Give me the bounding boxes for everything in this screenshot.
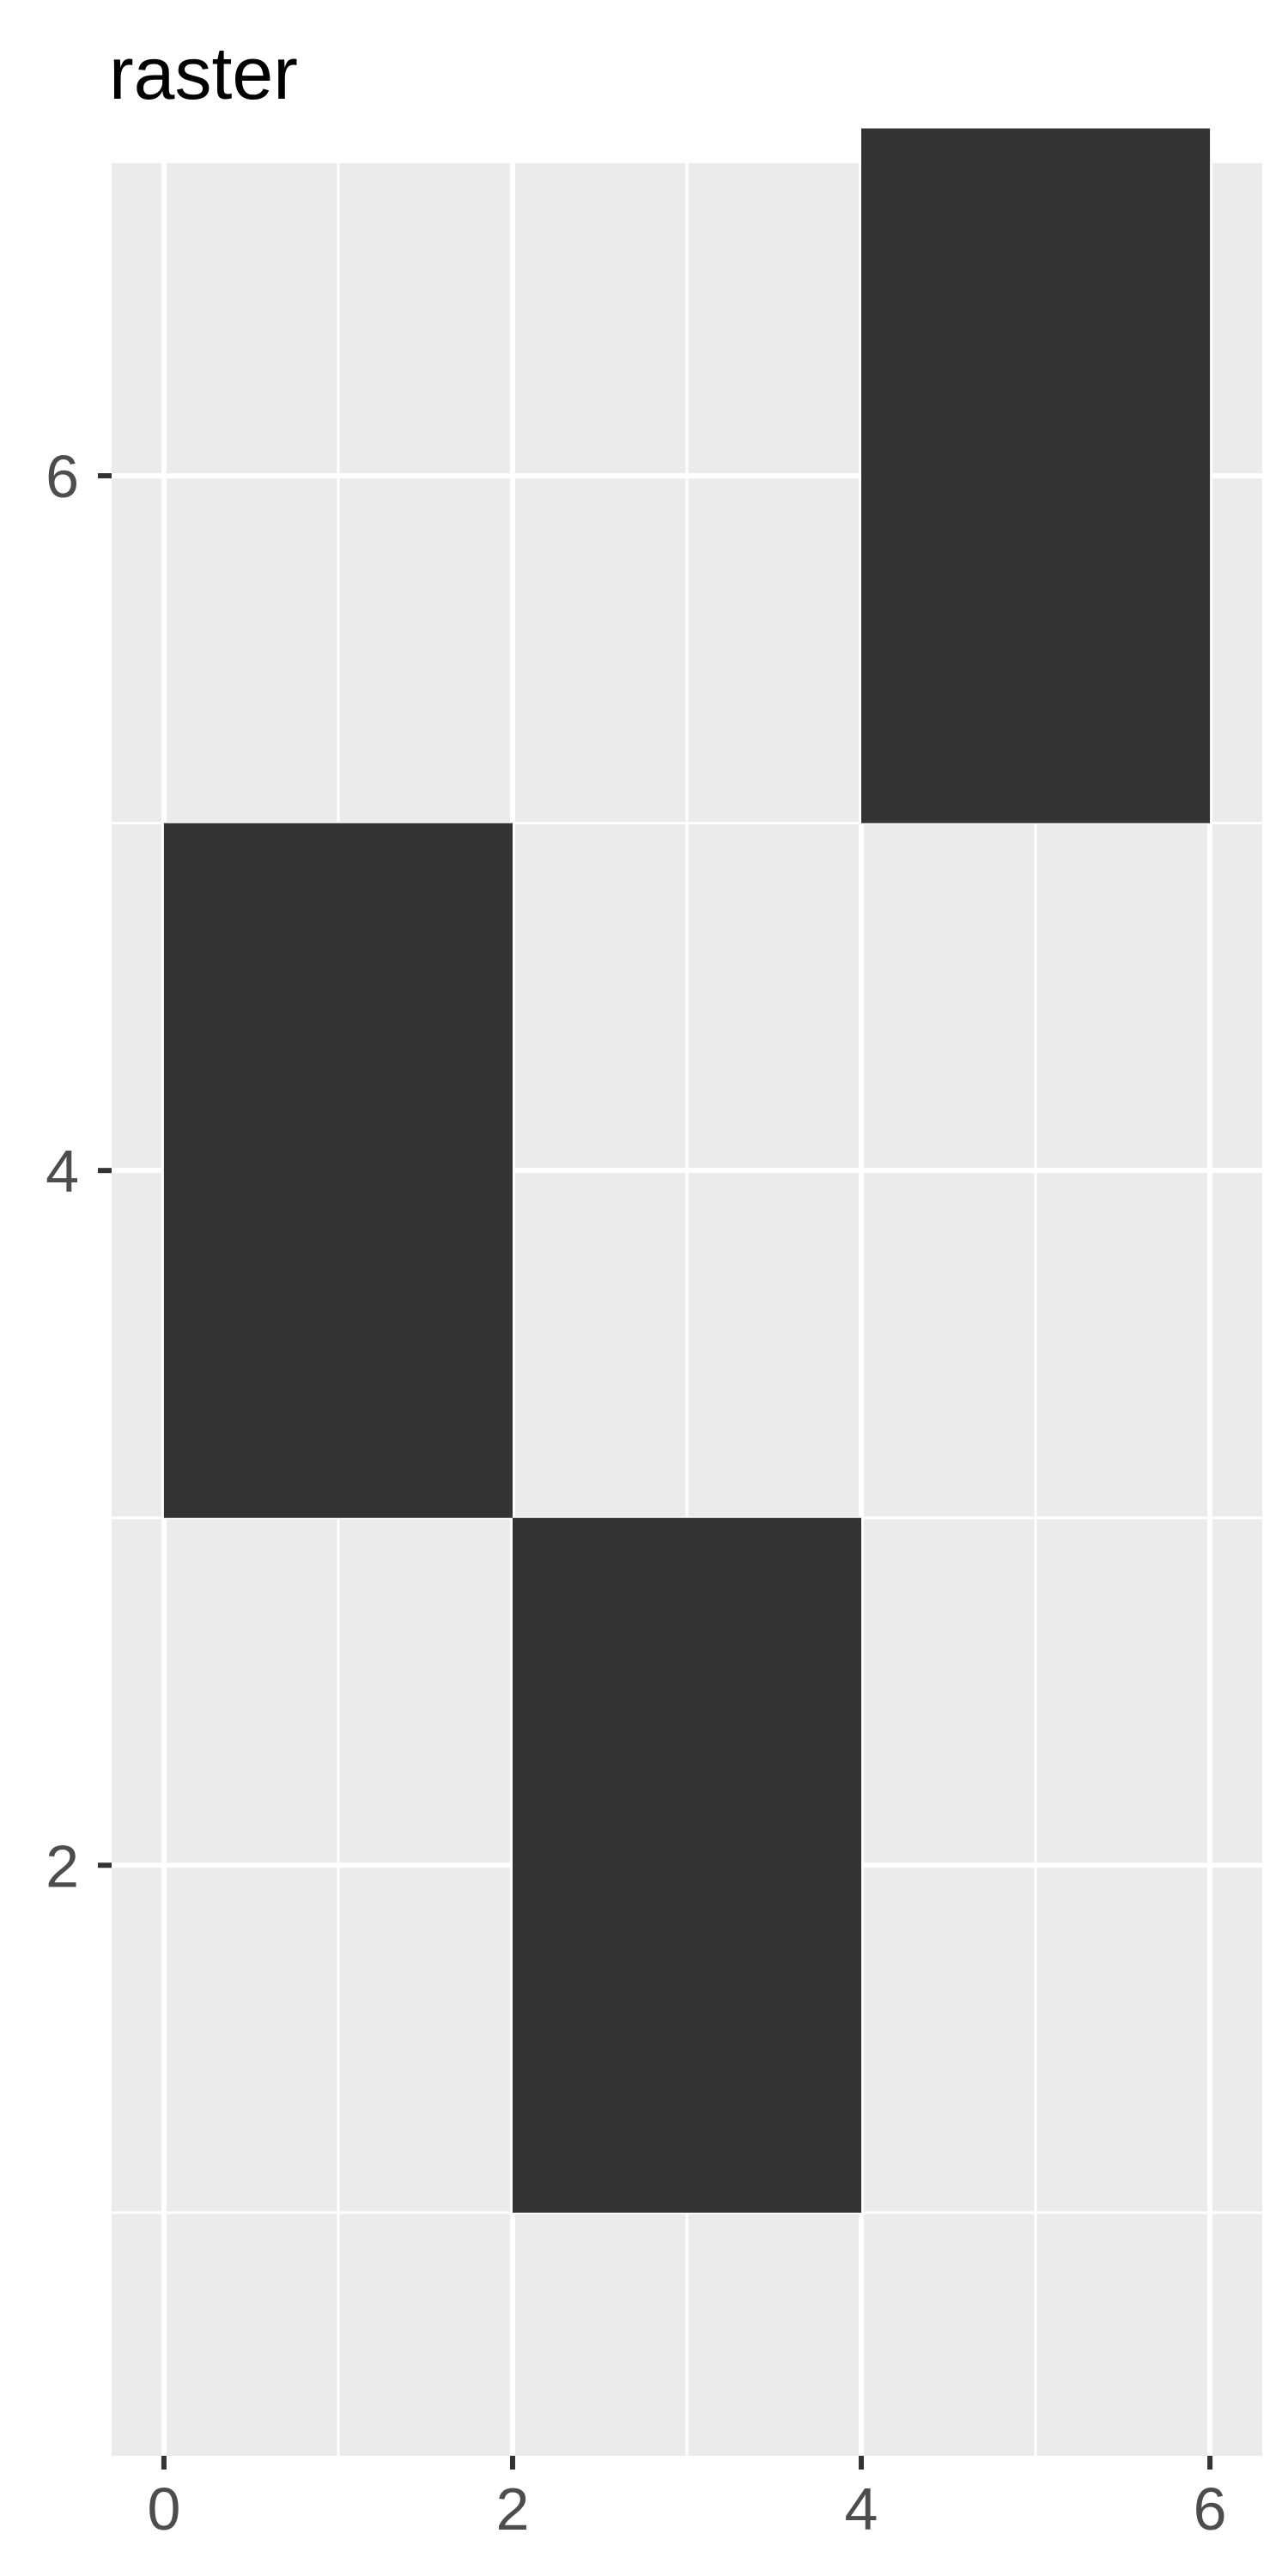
x-tick-label: 2	[496, 2476, 530, 2543]
x-tick-label: 6	[1194, 2476, 1227, 2543]
raster-cells	[163, 128, 1211, 2213]
raster-cell	[163, 823, 513, 1518]
chart-title: raster	[109, 33, 298, 115]
y-axis: 2 4 6	[46, 443, 112, 1899]
raster-cell	[512, 1517, 862, 2213]
x-tick-label: 4	[845, 2476, 878, 2543]
raster-cell	[861, 128, 1211, 823]
y-tick-label: 6	[46, 443, 79, 510]
y-tick-label: 4	[46, 1138, 79, 1205]
x-tick-label: 0	[147, 2476, 180, 2543]
y-tick-label: 2	[46, 1832, 79, 1899]
x-axis: 0 2 4 6	[147, 2456, 1227, 2543]
